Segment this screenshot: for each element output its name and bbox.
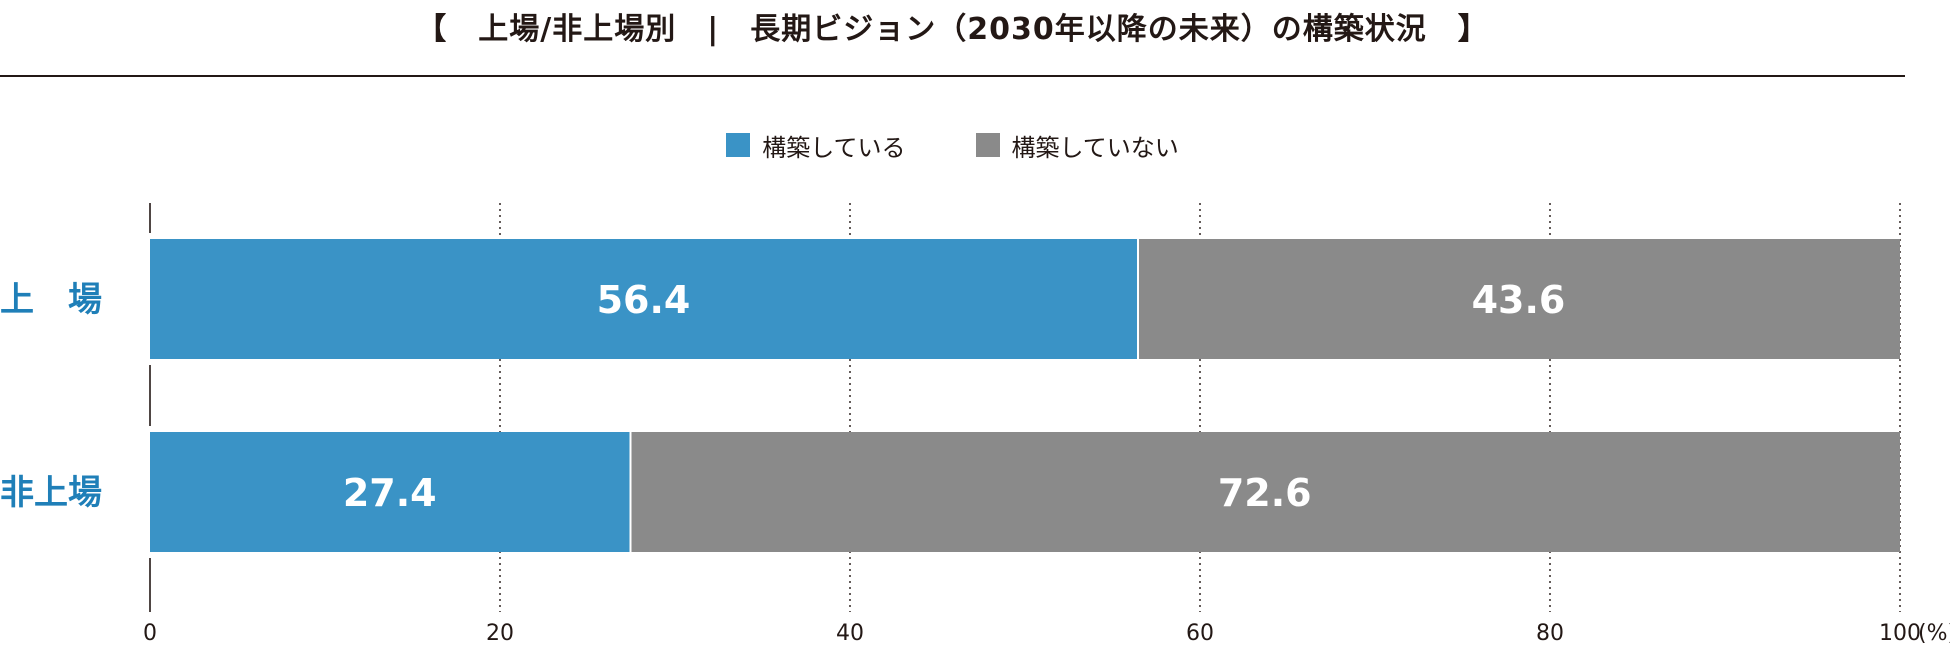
title-divider xyxy=(0,75,1905,77)
x-tick-label-40: 40 xyxy=(836,621,864,646)
category-label-0: 上 場 xyxy=(0,280,102,320)
legend-label-not-built: 構築していない xyxy=(1011,133,1179,162)
legend-swatch-built xyxy=(726,133,751,157)
x-tick-label-0: 0 xyxy=(143,621,157,646)
x-tick-label-20: 20 xyxy=(486,621,514,646)
bar-not-built-0 xyxy=(1139,239,1900,359)
bar-value-label-1-1: 72.6 xyxy=(1218,471,1312,515)
x-tick-label-100: 100 xyxy=(1879,621,1921,646)
bar-not-built-1 xyxy=(631,432,1900,552)
legend-item-built: 構築している xyxy=(726,128,906,163)
legend-item-not-built: 構築していない xyxy=(975,128,1179,163)
x-tick-label-60: 60 xyxy=(1186,621,1214,646)
chart-title: 【 上場/非上場別 | 長期ビジョン（2030年以降の未来）の構築状況 】 xyxy=(416,12,1489,47)
bar-value-label-0-0: 56.4 xyxy=(597,278,691,322)
bar-built-0 xyxy=(150,239,1137,359)
x-axis-unit-label: (%) xyxy=(1918,621,1950,646)
category-label-1: 非上場 xyxy=(0,473,102,513)
bar-built-1 xyxy=(150,432,630,552)
x-tick-label-80: 80 xyxy=(1536,621,1564,646)
bar-value-label-0-1: 27.4 xyxy=(343,471,437,515)
legend: 構築している 構築していない xyxy=(0,127,1905,163)
bar-value-label-1-0: 43.6 xyxy=(1472,278,1566,322)
legend-swatch-not-built xyxy=(975,133,1000,157)
legend-label-built: 構築している xyxy=(762,133,906,162)
